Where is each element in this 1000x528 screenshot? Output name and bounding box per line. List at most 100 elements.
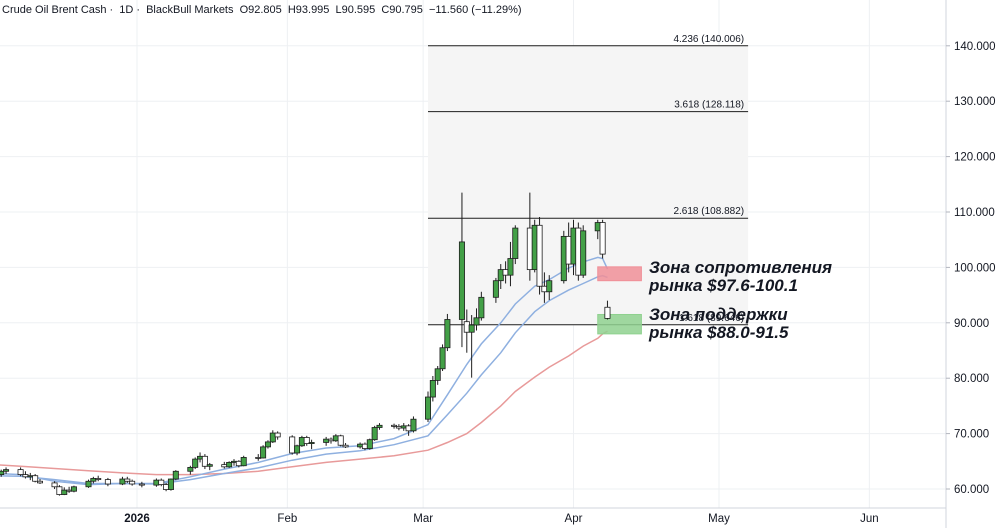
candle-body[interactable]	[235, 460, 242, 467]
candle-body[interactable]	[255, 457, 262, 459]
candle-body[interactable]	[580, 230, 587, 276]
candle-body[interactable]	[342, 444, 349, 448]
candle-body[interactable]	[604, 306, 611, 319]
candle-body[interactable]	[163, 484, 170, 490]
candle-body[interactable]	[570, 227, 577, 265]
candle-body[interactable]	[129, 480, 136, 485]
candle-body[interactable]	[192, 458, 199, 468]
candle-body[interactable]	[560, 235, 567, 282]
candle-body[interactable]	[303, 437, 310, 444]
candle-body[interactable]	[56, 486, 63, 495]
candle-body[interactable]	[274, 432, 281, 438]
fib-level-label: 4.236 (140.006)	[673, 34, 744, 45]
candle-body[interactable]	[240, 457, 247, 467]
candle-body[interactable]	[260, 446, 267, 459]
candle-body[interactable]	[565, 235, 572, 265]
candle-body[interactable]	[138, 483, 145, 486]
candle-body[interactable]	[395, 425, 402, 429]
candle-body[interactable]	[104, 479, 111, 485]
candle-body[interactable]	[429, 380, 436, 398]
candle-body[interactable]	[3, 469, 10, 472]
candle-body[interactable]	[376, 424, 383, 428]
candle-body[interactable]	[502, 269, 509, 276]
candle-body[interactable]	[206, 464, 213, 467]
candle-body[interactable]	[158, 479, 165, 485]
candle-body[interactable]	[405, 425, 412, 432]
interval-label[interactable]: 1D	[119, 4, 134, 16]
candle-body[interactable]	[434, 368, 441, 381]
candle-body[interactable]	[492, 280, 499, 298]
candle-body[interactable]	[85, 480, 92, 488]
candle-body[interactable]	[197, 455, 204, 460]
price-axis-label: 90.000	[954, 318, 989, 330]
candle-body[interactable]	[17, 469, 24, 475]
candle-body[interactable]	[400, 425, 407, 429]
candle-body[interactable]	[468, 324, 475, 333]
candle-body[interactable]	[337, 435, 344, 446]
candle-body[interactable]	[371, 427, 378, 441]
candle-body[interactable]	[172, 470, 179, 480]
candle-body[interactable]	[357, 443, 364, 448]
time-axis-label: Apr	[565, 513, 583, 525]
candle-body[interactable]	[444, 319, 451, 349]
candle-body[interactable]	[230, 460, 237, 463]
candle-body[interactable]	[391, 424, 398, 427]
candle-body[interactable]	[289, 436, 296, 454]
candle-body[interactable]	[478, 296, 485, 319]
candle-body[interactable]	[410, 418, 417, 432]
candle-body[interactable]	[424, 396, 431, 420]
candle-body[interactable]	[221, 464, 228, 468]
candle-body[interactable]	[37, 480, 44, 484]
candle-body[interactable]	[32, 475, 39, 482]
candle-body[interactable]	[526, 227, 533, 271]
candle-body[interactable]	[167, 478, 174, 490]
candle-body[interactable]	[473, 317, 480, 326]
candle-body[interactable]	[575, 227, 582, 276]
candle-body[interactable]	[70, 486, 77, 492]
resistance-zone[interactable]	[597, 266, 642, 282]
candle-body[interactable]	[594, 222, 601, 232]
candle-body[interactable]	[361, 443, 368, 449]
candle-body[interactable]	[507, 258, 514, 276]
candle-body[interactable]	[153, 479, 160, 486]
fib-extension-band	[428, 45, 749, 325]
candle-body[interactable]	[458, 241, 465, 320]
candle-body[interactable]	[536, 224, 543, 287]
candle-body[interactable]	[66, 489, 73, 492]
candle-body[interactable]	[497, 269, 504, 282]
candle-body[interactable]	[323, 438, 330, 443]
candle-body[interactable]	[90, 478, 97, 482]
candle-body[interactable]	[119, 478, 126, 485]
candle-body[interactable]	[0, 470, 5, 475]
support-annotation-line1: Зона поддержки	[649, 305, 788, 324]
symbol-name[interactable]: Crude Oil Brent Cash	[2, 4, 107, 16]
candle-body[interactable]	[531, 224, 538, 271]
ohlc-high: H93.995	[287, 4, 330, 16]
candle-body[interactable]	[22, 474, 29, 478]
candle-body[interactable]	[298, 437, 305, 447]
candle-body[interactable]	[541, 285, 548, 293]
candle-body[interactable]	[546, 280, 553, 293]
candle-body[interactable]	[439, 347, 446, 370]
candle-body[interactable]	[366, 439, 373, 449]
candle-body[interactable]	[51, 482, 58, 488]
support-zone[interactable]	[597, 313, 642, 335]
candle-body[interactable]	[201, 455, 208, 467]
candle-body[interactable]	[269, 432, 276, 443]
candle-body[interactable]	[512, 227, 519, 259]
candle-body[interactable]	[294, 445, 301, 454]
candle-body[interactable]	[463, 321, 470, 333]
candle-body[interactable]	[327, 438, 334, 442]
candle-body[interactable]	[226, 462, 233, 468]
candle-body[interactable]	[27, 475, 34, 478]
candle-body[interactable]	[187, 466, 194, 472]
candle-body[interactable]	[95, 478, 102, 480]
candle-body[interactable]	[61, 489, 68, 495]
candle-body[interactable]	[332, 435, 339, 442]
candle-body[interactable]	[264, 441, 271, 448]
candle-body[interactable]	[308, 442, 315, 444]
candle-body[interactable]	[599, 222, 606, 255]
candle-body[interactable]	[124, 478, 131, 482]
